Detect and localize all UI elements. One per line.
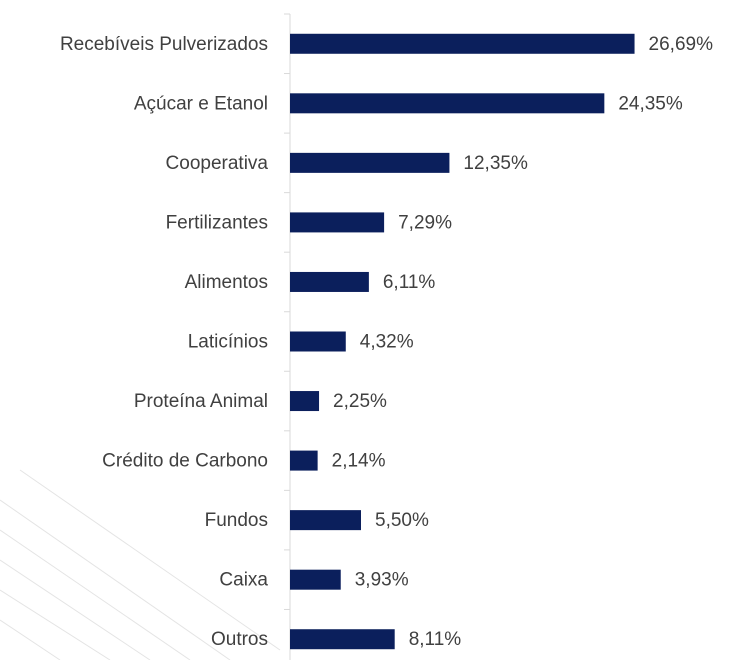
y-tick-label: Alimentos <box>185 272 268 293</box>
value-label: 24,35% <box>618 93 683 114</box>
y-tick-label: Caixa <box>219 570 268 591</box>
y-tick-label: Fundos <box>205 510 268 531</box>
value-label: 2,14% <box>332 451 386 472</box>
value-label: 26,69% <box>649 34 714 55</box>
y-tick-label: Recebíveis Pulverizados <box>60 34 268 55</box>
y-tick-label: Outros <box>211 629 268 650</box>
value-label: 5,50% <box>375 510 429 531</box>
value-label: 4,32% <box>360 332 414 353</box>
y-tick-label: Açúcar e Etanol <box>134 93 268 114</box>
y-tick-label: Crédito de Carbono <box>102 451 268 472</box>
bar <box>290 331 346 352</box>
bar <box>290 569 341 590</box>
bar <box>290 629 395 650</box>
value-label: 8,11% <box>409 629 462 650</box>
decoration <box>0 469 281 660</box>
bar <box>290 391 320 412</box>
bar <box>290 450 318 471</box>
value-label: 7,29% <box>398 212 452 233</box>
y-tick-label: Fertilizantes <box>166 212 268 233</box>
bar <box>290 93 605 114</box>
y-tick-label: Laticínios <box>188 332 268 353</box>
value-label: 12,35% <box>463 153 528 174</box>
bar <box>290 510 361 531</box>
y-tick-label: Proteína Animal <box>134 391 268 412</box>
y-tick-label: Cooperativa <box>166 153 269 174</box>
value-label: 2,25% <box>333 391 387 412</box>
value-label: 6,11% <box>383 272 436 293</box>
bar <box>290 212 385 233</box>
value-label: 3,93% <box>355 570 409 591</box>
bar <box>290 152 450 173</box>
bar <box>290 271 369 292</box>
bar <box>290 33 635 54</box>
